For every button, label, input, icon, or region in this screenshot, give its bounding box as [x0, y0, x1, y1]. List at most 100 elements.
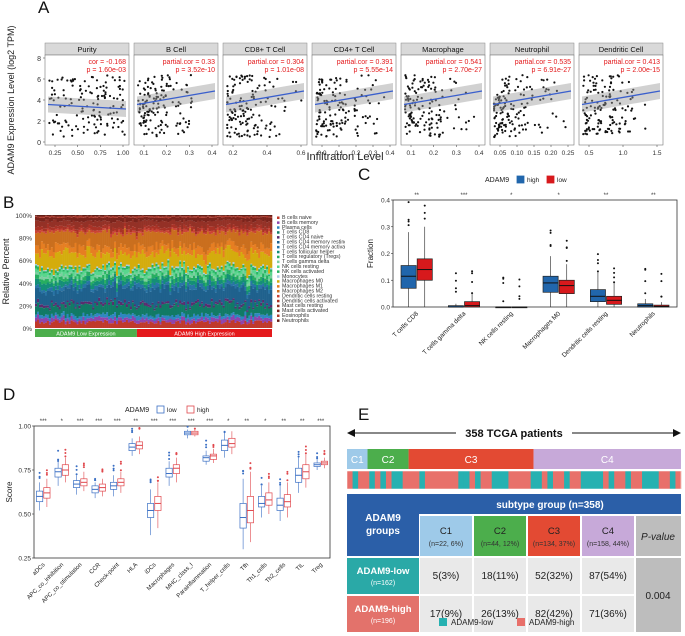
stacked-segment — [216, 216, 219, 219]
scatter-point — [405, 132, 408, 135]
stacked-segment — [200, 288, 204, 302]
stacked-segment — [220, 319, 223, 325]
stacked-segment — [226, 319, 229, 328]
stacked-segment — [94, 216, 97, 218]
scatter-point — [373, 132, 376, 135]
stacked-segment — [196, 301, 200, 315]
stacked-segment — [40, 290, 44, 294]
stacked-segment — [244, 215, 247, 217]
significance-label: *** — [206, 419, 214, 425]
scatter-point — [413, 104, 417, 107]
stacked-segment — [62, 319, 65, 328]
outlier-point — [454, 290, 457, 293]
stacked-segment — [72, 314, 75, 320]
stacked-segment — [204, 277, 208, 280]
stacked-segment — [157, 273, 160, 276]
stacked-segment — [90, 285, 93, 290]
stacked-segment — [202, 274, 206, 276]
stacked-segment — [115, 278, 119, 282]
stacked-segment — [208, 269, 212, 272]
stacked-segment — [36, 269, 40, 273]
stacked-segment — [171, 287, 174, 306]
scatter-point — [404, 98, 408, 101]
scatter-point — [343, 93, 346, 96]
scatter-point — [90, 114, 93, 117]
stacked-segment — [206, 274, 210, 280]
stacked-segment — [159, 289, 162, 293]
scatter-point — [233, 113, 237, 116]
sample-strip — [614, 471, 621, 489]
stacked-segment — [46, 219, 50, 224]
scatter-point — [584, 122, 587, 125]
stacked-segment — [50, 272, 54, 277]
stacked-segment — [64, 318, 67, 322]
fit-line — [492, 90, 572, 106]
row-sub: (n=162) — [371, 580, 395, 587]
stacked-segment — [270, 269, 273, 272]
stacked-segment — [54, 315, 58, 320]
stacked-segment — [161, 216, 164, 218]
y-tick-label: 0.50 — [18, 512, 31, 519]
stacked-segment — [54, 242, 58, 253]
stacked-segment — [159, 243, 162, 250]
stacked-segment — [240, 215, 243, 217]
stacked-segment — [82, 284, 85, 288]
stacked-segment — [262, 286, 265, 300]
stacked-segment — [183, 216, 186, 218]
stacked-segment — [202, 233, 206, 253]
outlier-point — [267, 477, 270, 479]
stacked-segment — [202, 290, 206, 306]
stacked-segment — [228, 322, 231, 328]
stacked-segment — [165, 267, 168, 269]
scatter-point — [371, 84, 374, 87]
stacked-segment — [94, 226, 97, 231]
stacked-segment — [214, 215, 217, 216]
stacked-segment — [254, 250, 257, 267]
stacked-segment — [193, 318, 196, 321]
stacked-segment — [88, 284, 91, 302]
stacked-segment — [244, 258, 247, 268]
stacked-segment — [114, 271, 117, 274]
stacked-segment — [191, 255, 194, 270]
stacked-segment — [246, 298, 249, 311]
stacked-segment — [66, 268, 69, 271]
outlier-point — [242, 472, 245, 475]
stacked-segment — [248, 274, 251, 276]
stacked-segment — [250, 280, 253, 286]
stacked-segment — [206, 215, 210, 216]
stacked-segment — [106, 264, 109, 268]
scatter-point — [599, 108, 602, 111]
stacked-segment — [44, 277, 48, 280]
stacked-segment — [151, 245, 154, 252]
scatter-point — [333, 81, 336, 84]
stacked-segment — [169, 322, 172, 328]
stacked-segment — [44, 215, 48, 216]
stacked-segment — [191, 323, 194, 328]
stacked-segment — [234, 267, 237, 269]
stacked-segment — [78, 222, 81, 228]
stacked-segment — [86, 314, 89, 319]
stacked-segment — [137, 252, 140, 264]
stacked-segment — [244, 290, 247, 301]
stacked-segment — [238, 309, 241, 316]
scatter-point — [501, 118, 504, 121]
stacked-segment — [175, 271, 178, 274]
scatter-point — [96, 131, 99, 134]
outlier-point — [149, 479, 152, 482]
stacked-segment — [149, 230, 152, 233]
stacked-segment — [206, 289, 210, 305]
stacked-segment — [187, 267, 190, 269]
stacked-segment — [230, 240, 233, 250]
stacked-segment — [191, 285, 194, 291]
stacked-segment — [175, 254, 178, 267]
stacked-segment — [80, 230, 83, 247]
legend-label: NK cells activated — [282, 269, 324, 275]
stacked-segment — [270, 229, 273, 233]
stacked-segment — [135, 307, 138, 310]
x-tick-label: iDCs — [144, 562, 157, 575]
stacked-segment — [127, 217, 131, 222]
stacked-segment — [121, 314, 125, 320]
stacked-segment — [139, 301, 142, 305]
stacked-segment — [78, 215, 81, 218]
scatter-point — [152, 82, 155, 85]
